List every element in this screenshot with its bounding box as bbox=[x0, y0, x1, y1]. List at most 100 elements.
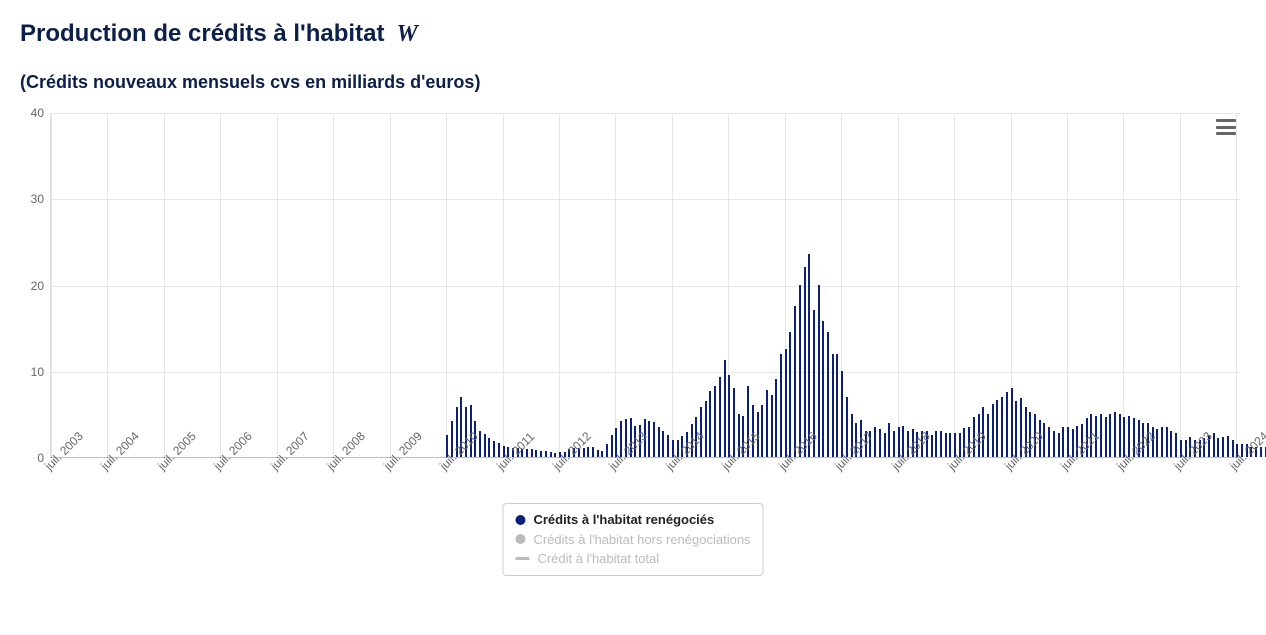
gridline-v bbox=[615, 113, 616, 457]
chart-bar[interactable] bbox=[728, 375, 730, 457]
chart-container: 010203040 juil. 2003juil. 2004juil. 2005… bbox=[20, 113, 1246, 533]
chart-bar[interactable] bbox=[874, 427, 876, 457]
chart-bar[interactable] bbox=[724, 360, 726, 457]
chart-subtitle: (Crédits nouveaux mensuels cvs en millia… bbox=[20, 72, 1246, 93]
chart-bar[interactable] bbox=[771, 395, 773, 457]
chart-bar[interactable] bbox=[535, 450, 537, 457]
chart-bar[interactable] bbox=[940, 431, 942, 457]
chart-bar[interactable] bbox=[653, 422, 655, 457]
chart-bar[interactable] bbox=[1156, 429, 1158, 457]
chart-bar[interactable] bbox=[709, 391, 711, 457]
chart-bar[interactable] bbox=[935, 431, 937, 457]
webstat-icon[interactable]: W bbox=[396, 21, 417, 48]
chart-bar[interactable] bbox=[827, 332, 829, 457]
chart-bar[interactable] bbox=[1119, 414, 1121, 457]
chart-bar[interactable] bbox=[1058, 433, 1060, 457]
chart-bar[interactable] bbox=[836, 354, 838, 458]
chart-bar[interactable] bbox=[1011, 388, 1013, 457]
chart-bar[interactable] bbox=[545, 451, 547, 457]
chart-bar[interactable] bbox=[479, 431, 481, 457]
chart-bar[interactable] bbox=[785, 349, 787, 457]
chart-bar[interactable] bbox=[719, 377, 721, 457]
gridline-v bbox=[51, 113, 52, 457]
chart-bar[interactable] bbox=[841, 371, 843, 457]
chart-bar[interactable] bbox=[780, 354, 782, 458]
chart-bar[interactable] bbox=[822, 321, 824, 457]
chart-bar[interactable] bbox=[1232, 440, 1234, 457]
gridline-v bbox=[559, 113, 560, 457]
gridline-v bbox=[1236, 113, 1237, 457]
chart-bar[interactable] bbox=[1170, 431, 1172, 457]
chart-bar[interactable] bbox=[804, 267, 806, 457]
chart-bar[interactable] bbox=[484, 434, 486, 457]
chart-bar[interactable] bbox=[1062, 427, 1064, 457]
chart-bar[interactable] bbox=[775, 379, 777, 457]
chart-bar[interactable] bbox=[493, 441, 495, 457]
chart-bar[interactable] bbox=[1227, 436, 1229, 457]
chart-bar[interactable] bbox=[884, 433, 886, 457]
chart-bar[interactable] bbox=[1222, 437, 1224, 457]
chart-bar[interactable] bbox=[808, 254, 810, 457]
chart-bar[interactable] bbox=[705, 401, 707, 457]
chart-bar[interactable] bbox=[879, 429, 881, 457]
legend-item[interactable]: Crédit à l'habitat total bbox=[515, 549, 750, 569]
gridline-v bbox=[164, 113, 165, 457]
gridline-h bbox=[51, 286, 1240, 287]
chart-bar[interactable] bbox=[987, 414, 989, 457]
chart-bar[interactable] bbox=[1175, 433, 1177, 457]
chart-bar[interactable] bbox=[587, 447, 589, 457]
chart-plot-area[interactable] bbox=[50, 113, 1240, 458]
legend-circle-icon bbox=[515, 515, 525, 525]
legend-item[interactable]: Crédits à l'habitat hors renégociations bbox=[515, 530, 750, 550]
chart-bar[interactable] bbox=[658, 427, 660, 457]
chart-bar[interactable] bbox=[714, 386, 716, 457]
y-axis-label: 10 bbox=[20, 365, 44, 379]
chart-bar[interactable] bbox=[1114, 412, 1116, 457]
chart-bar[interactable] bbox=[1053, 431, 1055, 457]
legend-circle-icon bbox=[515, 534, 525, 544]
gridline-v bbox=[277, 113, 278, 457]
chart-bar[interactable] bbox=[531, 449, 533, 457]
chart-bar[interactable] bbox=[606, 444, 608, 457]
chart-bar[interactable] bbox=[1001, 397, 1003, 457]
y-axis-label: 20 bbox=[20, 279, 44, 293]
chart-bar[interactable] bbox=[1048, 427, 1050, 457]
gridline-v bbox=[220, 113, 221, 457]
chart-bar[interactable] bbox=[949, 433, 951, 457]
chart-bar[interactable] bbox=[794, 306, 796, 457]
chart-bar[interactable] bbox=[498, 443, 500, 457]
chart-bar[interactable] bbox=[601, 451, 603, 457]
chart-bar[interactable] bbox=[832, 354, 834, 458]
chart-bar[interactable] bbox=[597, 450, 599, 457]
chart-bar[interactable] bbox=[945, 433, 947, 457]
chart-bar[interactable] bbox=[888, 423, 890, 458]
chart-bar[interactable] bbox=[667, 435, 669, 457]
chart-bar[interactable] bbox=[1166, 427, 1168, 457]
chart-bar[interactable] bbox=[1105, 417, 1107, 457]
chart-bar[interactable] bbox=[662, 431, 664, 457]
y-axis-label: 30 bbox=[20, 192, 44, 206]
chart-bar[interactable] bbox=[488, 438, 490, 457]
chart-bar[interactable] bbox=[789, 332, 791, 457]
chart-bar[interactable] bbox=[1100, 414, 1102, 457]
chart-bar[interactable] bbox=[1217, 438, 1219, 457]
chart-bar[interactable] bbox=[540, 451, 542, 457]
page-title: Production de crédits à l'habitat bbox=[20, 20, 384, 48]
chart-bar[interactable] bbox=[761, 405, 763, 457]
legend-label: Crédit à l'habitat total bbox=[537, 549, 659, 569]
chart-bar[interactable] bbox=[1161, 427, 1163, 457]
chart-bar[interactable] bbox=[996, 400, 998, 457]
legend-label: Crédits à l'habitat renégociés bbox=[533, 510, 714, 530]
legend-item[interactable]: Crédits à l'habitat renégociés bbox=[515, 510, 750, 530]
chart-bar[interactable] bbox=[1006, 392, 1008, 457]
chart-bar[interactable] bbox=[893, 431, 895, 457]
chart-bar[interactable] bbox=[611, 435, 613, 457]
chart-bar[interactable] bbox=[1109, 414, 1111, 457]
chart-bar[interactable] bbox=[799, 285, 801, 458]
gridline-h bbox=[51, 372, 1240, 373]
chart-bar[interactable] bbox=[592, 447, 594, 457]
chart-bar[interactable] bbox=[766, 390, 768, 457]
chart-bar[interactable] bbox=[550, 452, 552, 457]
chart-bar[interactable] bbox=[818, 285, 820, 458]
chart-bar[interactable] bbox=[992, 404, 994, 457]
